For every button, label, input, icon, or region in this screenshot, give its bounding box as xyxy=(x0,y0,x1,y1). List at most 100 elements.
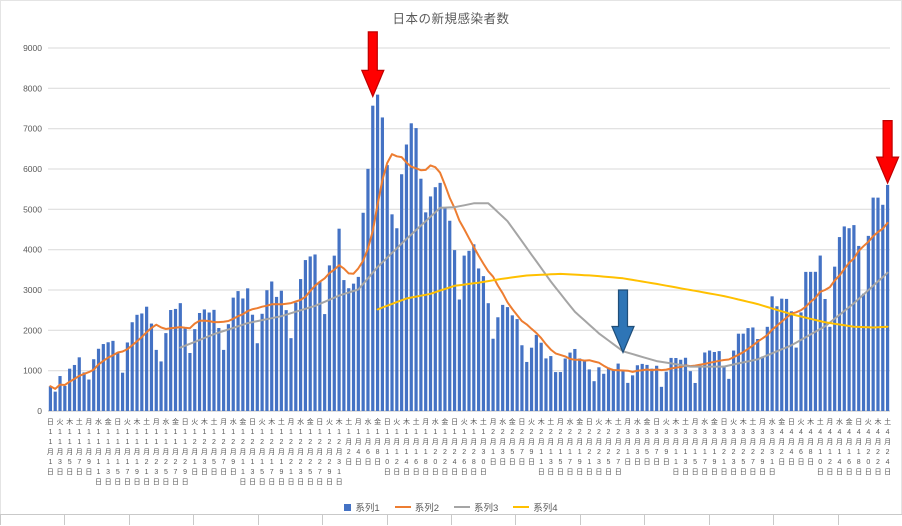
bar[interactable] xyxy=(289,338,293,411)
bar[interactable] xyxy=(467,250,471,411)
bar[interactable] xyxy=(756,339,760,411)
bar[interactable] xyxy=(140,313,144,411)
bar[interactable] xyxy=(260,313,264,411)
legend-item-4[interactable]: 系列4 xyxy=(513,500,558,514)
bar[interactable] xyxy=(111,340,115,411)
bar[interactable] xyxy=(515,319,519,411)
bar[interactable] xyxy=(270,281,274,411)
bar[interactable] xyxy=(549,356,553,411)
bar[interactable] xyxy=(145,306,149,411)
bar[interactable] xyxy=(486,303,490,411)
bar[interactable] xyxy=(871,197,875,411)
bar[interactable] xyxy=(616,363,620,411)
bar[interactable] xyxy=(645,364,649,411)
bar[interactable] xyxy=(736,333,741,411)
bar[interactable] xyxy=(510,315,514,411)
bar[interactable] xyxy=(193,329,197,411)
bar[interactable] xyxy=(53,391,57,411)
bar[interactable] xyxy=(279,290,283,411)
bar[interactable] xyxy=(683,357,688,411)
bar[interactable] xyxy=(828,326,832,411)
bar[interactable] xyxy=(823,298,827,411)
legend-item-3[interactable]: 系列3 xyxy=(454,500,498,514)
bar[interactable] xyxy=(375,94,380,411)
bar[interactable] xyxy=(587,369,591,411)
bar[interactable] xyxy=(217,327,221,411)
bar[interactable] xyxy=(337,228,341,411)
bar[interactable] xyxy=(780,298,784,411)
bar[interactable] xyxy=(125,342,129,411)
bar[interactable] xyxy=(135,314,139,411)
bar[interactable] xyxy=(82,372,86,411)
bar[interactable] xyxy=(813,271,818,411)
bar[interactable] xyxy=(255,343,259,411)
legend-item-2[interactable]: 系列2 xyxy=(394,500,439,514)
bar[interactable] xyxy=(226,324,231,411)
bar[interactable] xyxy=(626,382,630,411)
bar[interactable] xyxy=(390,214,394,411)
bar[interactable] xyxy=(650,368,654,411)
bar[interactable] xyxy=(842,226,846,411)
bar[interactable] xyxy=(250,314,255,411)
bar[interactable] xyxy=(799,312,803,411)
bar[interactable] xyxy=(342,280,346,411)
bar[interactable] xyxy=(318,281,322,411)
bar[interactable] xyxy=(659,386,664,411)
bar[interactable] xyxy=(491,338,495,411)
bar[interactable] xyxy=(563,358,567,411)
legend-item-1[interactable]: 系列1 xyxy=(344,500,380,514)
bar[interactable] xyxy=(438,182,442,411)
bar[interactable] xyxy=(265,290,269,411)
bar[interactable] xyxy=(539,342,543,411)
bar[interactable] xyxy=(159,361,163,411)
bar[interactable] xyxy=(101,344,105,411)
blue-arrow-late-february-low[interactable] xyxy=(611,289,635,355)
bar[interactable] xyxy=(534,334,538,411)
bar[interactable] xyxy=(857,245,861,411)
bar[interactable] xyxy=(371,105,375,412)
bar[interactable] xyxy=(794,347,798,411)
bar[interactable] xyxy=(274,296,279,411)
bar[interactable] xyxy=(284,310,288,411)
bar[interactable] xyxy=(87,379,91,411)
bar[interactable] xyxy=(852,225,856,411)
bar[interactable] xyxy=(366,168,370,411)
bar[interactable] xyxy=(48,386,53,411)
bar[interactable] xyxy=(116,352,120,411)
bar[interactable] xyxy=(72,364,77,411)
bar[interactable] xyxy=(58,376,62,411)
bar[interactable] xyxy=(202,309,206,411)
red-arrow-late-april-rise[interactable] xyxy=(875,119,900,185)
bar[interactable] xyxy=(313,254,317,411)
bar[interactable] xyxy=(789,311,793,411)
bar[interactable] xyxy=(477,268,481,411)
bar[interactable] xyxy=(847,228,851,411)
bar[interactable] xyxy=(775,306,779,411)
bar[interactable] xyxy=(529,347,534,411)
bar[interactable] xyxy=(707,350,712,411)
bar[interactable] xyxy=(173,308,178,411)
bar[interactable] xyxy=(621,370,625,411)
bar[interactable] xyxy=(212,309,216,411)
bar[interactable] xyxy=(809,271,813,411)
bar[interactable] xyxy=(462,255,466,411)
bar[interactable] xyxy=(727,378,731,411)
bar[interactable] xyxy=(722,365,726,411)
bar[interactable] xyxy=(606,367,611,411)
bar[interactable] xyxy=(876,197,880,411)
bar[interactable] xyxy=(231,297,235,411)
bar[interactable] xyxy=(655,365,659,411)
bar[interactable] xyxy=(154,349,158,411)
bar[interactable] xyxy=(395,228,399,411)
bar[interactable] xyxy=(688,371,692,411)
bar[interactable] xyxy=(592,381,596,411)
bar[interactable] xyxy=(188,353,192,411)
bar[interactable] xyxy=(120,372,125,411)
bar[interactable] xyxy=(400,174,404,411)
bar[interactable] xyxy=(96,348,101,411)
bar[interactable] xyxy=(351,283,356,411)
bar[interactable] xyxy=(554,372,558,411)
bar[interactable] xyxy=(380,117,384,411)
bar[interactable] xyxy=(664,371,668,411)
bar[interactable] xyxy=(732,350,736,411)
